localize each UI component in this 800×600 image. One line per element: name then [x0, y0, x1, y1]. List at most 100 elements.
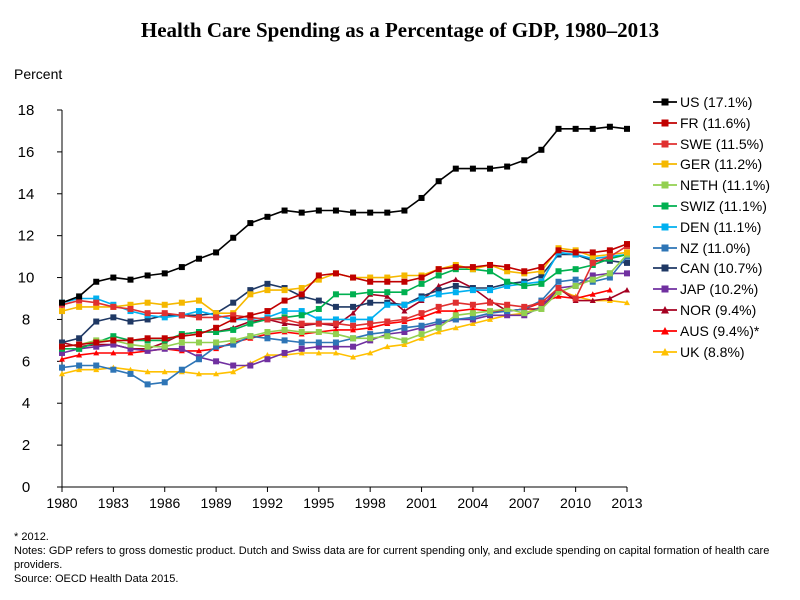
series-line — [61, 253, 628, 348]
data-point — [350, 354, 357, 360]
data-point — [213, 339, 220, 346]
data-point — [332, 320, 339, 327]
x-tick-label: 1998 — [355, 495, 386, 511]
data-point — [589, 291, 596, 297]
data-point — [281, 287, 288, 294]
data-point — [230, 368, 237, 375]
legend-item: NETH (11.1%) — [653, 175, 770, 195]
data-point — [93, 343, 100, 350]
data-point — [178, 299, 185, 306]
legend-item: DEN (11.1%) — [653, 217, 761, 237]
data-point — [332, 343, 339, 350]
data-point — [521, 310, 528, 317]
data-point — [624, 241, 630, 248]
data-point — [127, 301, 134, 308]
y-tick-label: 18 — [18, 102, 35, 119]
data-point — [247, 333, 254, 340]
data-point — [538, 268, 545, 275]
data-point — [281, 297, 288, 304]
data-point — [332, 326, 339, 333]
data-point — [504, 301, 511, 308]
data-point — [59, 343, 65, 350]
legend-swatch — [653, 326, 677, 335]
series-us — [59, 123, 630, 306]
data-point — [144, 368, 151, 375]
data-point — [315, 349, 322, 356]
data-point — [213, 343, 220, 350]
series-line — [61, 243, 628, 348]
data-point — [469, 305, 476, 312]
data-point — [469, 165, 476, 172]
data-point — [281, 349, 288, 356]
y-axis-label: Percent — [14, 66, 63, 82]
data-point — [110, 274, 117, 281]
data-point — [264, 316, 271, 323]
data-point — [435, 266, 442, 273]
legend-label: DEN (11.1%) — [680, 218, 762, 235]
footnotes: * 2012. Notes: GDP refers to gross domes… — [14, 530, 784, 586]
data-point — [401, 324, 408, 331]
data-point — [93, 366, 100, 373]
data-point — [624, 299, 630, 306]
data-point — [76, 341, 83, 348]
data-point — [298, 339, 305, 346]
data-point — [178, 366, 185, 373]
data-point — [538, 146, 545, 153]
data-point — [452, 299, 459, 306]
series-layer — [59, 123, 630, 388]
data-point — [624, 249, 630, 256]
data-point — [76, 335, 83, 342]
legend-swatch — [653, 306, 677, 314]
data-point — [606, 287, 613, 293]
data-point — [418, 194, 425, 201]
legend-label: NZ (11.0%) — [680, 239, 751, 256]
data-point — [76, 345, 83, 352]
legend-swatch — [653, 119, 677, 127]
data-point — [76, 362, 83, 369]
data-point — [195, 297, 202, 304]
data-point — [315, 343, 322, 350]
data-point — [350, 316, 357, 323]
data-point — [144, 335, 151, 342]
data-point — [538, 299, 545, 306]
data-point — [435, 318, 442, 325]
data-point — [161, 301, 168, 308]
data-point — [76, 297, 83, 304]
legend-swatch — [653, 202, 677, 210]
legend-label: US (17.1%) — [680, 94, 753, 110]
data-point — [59, 339, 65, 346]
data-point — [487, 261, 494, 268]
data-point — [195, 331, 202, 338]
data-point — [469, 320, 476, 327]
data-point — [384, 318, 391, 325]
data-point — [504, 312, 511, 319]
data-point — [161, 343, 168, 350]
data-point — [350, 310, 357, 316]
legend-swatch — [653, 98, 677, 106]
data-point — [332, 291, 339, 298]
data-point — [230, 316, 237, 323]
data-point — [555, 125, 562, 132]
data-point — [367, 278, 374, 285]
data-point — [264, 287, 271, 294]
data-point — [367, 331, 374, 338]
data-point — [572, 282, 579, 289]
data-point — [213, 370, 220, 377]
data-point — [521, 282, 528, 289]
data-point — [264, 356, 271, 363]
y-tick-label: 0 — [22, 479, 30, 496]
data-point — [76, 303, 83, 310]
data-point — [469, 310, 476, 317]
legend-label: CAN (10.7%) — [680, 260, 763, 277]
data-point — [315, 339, 322, 346]
data-point — [606, 253, 613, 260]
data-point — [161, 379, 168, 386]
data-point — [418, 314, 425, 320]
data-point — [281, 308, 288, 315]
data-point — [487, 287, 494, 294]
data-point — [624, 259, 630, 266]
data-point — [332, 270, 339, 277]
data-point — [315, 305, 322, 312]
data-point — [93, 318, 100, 325]
